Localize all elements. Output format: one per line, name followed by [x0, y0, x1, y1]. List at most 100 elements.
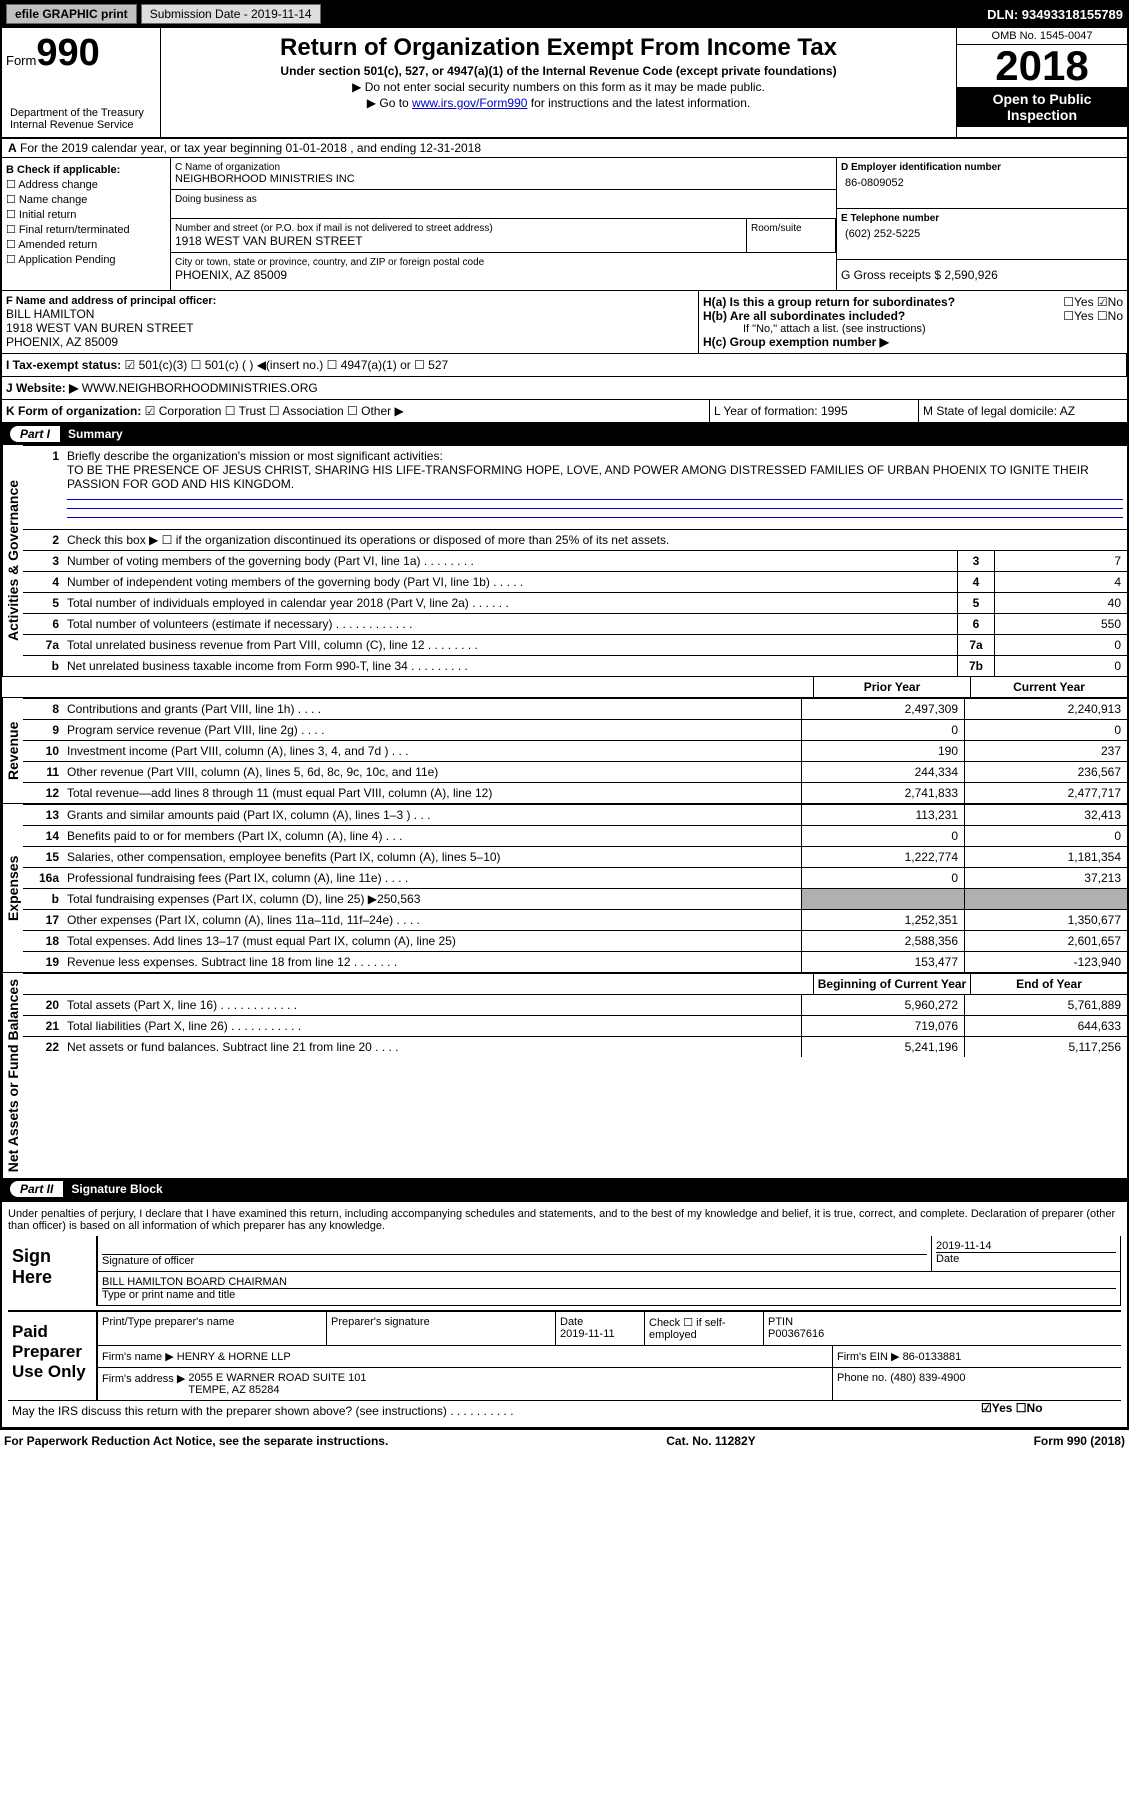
line-11: Other revenue (Part VIII, column (A), li…: [63, 762, 801, 782]
py-15: 1,222,774: [801, 847, 964, 867]
line-8: Contributions and grants (Part VIII, lin…: [63, 699, 801, 719]
py-17: 1,252,351: [801, 910, 964, 930]
row-a: A For the 2019 calendar year, or tax yea…: [2, 139, 1127, 158]
val-5: 40: [994, 593, 1127, 613]
chk-initial[interactable]: ☐ Initial return: [6, 208, 166, 221]
ein: 86-0809052: [841, 173, 1123, 193]
prep-date: 2019-11-11: [560, 1328, 615, 1340]
line-14: Benefits paid to or for members (Part IX…: [63, 826, 801, 846]
cy-21: 644,633: [964, 1016, 1127, 1036]
cy-22: 5,117,256: [964, 1037, 1127, 1057]
line-2: Check this box ▶ ☐ if the organization d…: [63, 530, 1127, 550]
line-22: Net assets or fund balances. Subtract li…: [63, 1037, 801, 1057]
cy-8: 2,240,913: [964, 699, 1127, 719]
vert-net-assets-or-fund-balances: Net Assets or Fund Balances: [2, 973, 23, 1178]
line-18: Total expenses. Add lines 13–17 (must eq…: [63, 931, 801, 951]
year-formation: L Year of formation: 1995: [710, 400, 919, 422]
efile-label[interactable]: efile GRAPHIC print: [6, 4, 137, 24]
line-16a: Professional fundraising fees (Part IX, …: [63, 868, 801, 888]
part-1-header: Part ISummary: [2, 423, 1127, 445]
form-body: Form990 Department of the Treasury Inter…: [0, 28, 1129, 1429]
website-row: J Website: ▶ WWW.NEIGHBORHOODMINISTRIES.…: [2, 377, 1127, 399]
cy-9: 0: [964, 720, 1127, 740]
discuss-answer[interactable]: ☑Yes ☐No: [981, 1401, 1121, 1421]
subtitle-2: ▶ Do not enter social security numbers o…: [167, 80, 950, 94]
py-20: 5,960,272: [801, 995, 964, 1015]
val-7a: 0: [994, 635, 1127, 655]
line-4: Number of independent voting members of …: [63, 572, 957, 592]
py-14: 0: [801, 826, 964, 846]
py-16a: 0: [801, 868, 964, 888]
vert-activities: Activities & Governance: [2, 445, 23, 676]
line-b: Total fundraising expenses (Part IX, col…: [63, 889, 801, 909]
part-2-header: Part IISignature Block: [2, 1178, 1127, 1200]
chk-amended[interactable]: ☐ Amended return: [6, 238, 166, 251]
vert-expenses: Expenses: [2, 804, 23, 972]
self-employed-check[interactable]: Check ☐ if self-employed: [645, 1312, 764, 1345]
cy-14: 0: [964, 826, 1127, 846]
title-box: Return of Organization Exempt From Incom…: [161, 28, 956, 137]
form-number-box: Form990 Department of the Treasury Inter…: [2, 28, 161, 137]
line-b: Net unrelated business taxable income fr…: [63, 656, 957, 676]
perjury-declaration: Under penalties of perjury, I declare th…: [8, 1208, 1121, 1232]
cy-16a: 37,213: [964, 868, 1127, 888]
dept-treasury: Department of the Treasury Internal Reve…: [6, 105, 156, 133]
val-b: 0: [994, 656, 1127, 676]
website-url: WWW.NEIGHBORHOODMINISTRIES.ORG: [82, 381, 318, 395]
val-6: 550: [994, 614, 1127, 634]
val-3: 7: [994, 551, 1127, 571]
cy-18: 2,601,657: [964, 931, 1127, 951]
cy-20: 5,761,889: [964, 995, 1127, 1015]
sig-date: 2019-11-14: [936, 1240, 1116, 1252]
line-12: Total revenue—add lines 8 through 11 (mu…: [63, 783, 801, 803]
cy-17: 1,350,677: [964, 910, 1127, 930]
val-4: 4: [994, 572, 1127, 592]
line-7a: Total unrelated business revenue from Pa…: [63, 635, 957, 655]
chk-name[interactable]: ☐ Name change: [6, 193, 166, 206]
line-17: Other expenses (Part IX, column (A), lin…: [63, 910, 801, 930]
irs-link[interactable]: www.irs.gov/Form990: [412, 96, 527, 110]
line-15: Salaries, other compensation, employee b…: [63, 847, 801, 867]
chk-pending[interactable]: ☐ Application Pending: [6, 253, 166, 266]
section-b-checkboxes: B Check if applicable: ☐ Address change …: [2, 158, 171, 290]
py-12: 2,741,833: [801, 783, 964, 803]
firm-ein: 86-0133881: [903, 1351, 962, 1363]
line-19: Revenue less expenses. Subtract line 18 …: [63, 952, 801, 972]
h-b-answer[interactable]: ☐Yes ☐No: [1063, 309, 1123, 323]
py-18: 2,588,356: [801, 931, 964, 951]
section-h: H(a) Is this a group return for subordin…: [699, 291, 1127, 353]
vert-revenue: Revenue: [2, 698, 23, 803]
street-address: 1918 WEST VAN BUREN STREET: [175, 234, 742, 248]
firm-name: HENRY & HORNE LLP: [177, 1351, 291, 1363]
form-title: Return of Organization Exempt From Incom…: [167, 34, 950, 62]
org-name: NEIGHBORHOOD MINISTRIES INC: [175, 173, 832, 185]
h-a-answer[interactable]: ☐Yes ☑No: [1063, 295, 1123, 309]
submission-date-btn[interactable]: Submission Date - 2019-11-14: [141, 4, 321, 24]
chk-final[interactable]: ☐ Final return/terminated: [6, 223, 166, 236]
chk-address[interactable]: ☐ Address change: [6, 178, 166, 191]
line-3: Number of voting members of the governin…: [63, 551, 957, 571]
py-21: 719,076: [801, 1016, 964, 1036]
phone: (602) 252-5225: [841, 224, 1123, 244]
ein-cell: D Employer identification number86-08090…: [837, 158, 1127, 209]
subtitle-3: ▶ Go to www.irs.gov/Form990 for instruct…: [167, 96, 950, 110]
form-footer: Form 990 (2018): [1034, 1434, 1125, 1448]
gross-receipts: G Gross receipts $ 2,590,926: [837, 260, 1127, 290]
cy-19: -123,940: [964, 952, 1127, 972]
paperwork-notice: For Paperwork Reduction Act Notice, see …: [4, 1434, 388, 1448]
py-13: 113,231: [801, 805, 964, 825]
dln: DLN: 93493318155789: [987, 7, 1123, 22]
sign-here: Sign Here: [8, 1236, 96, 1306]
tax-exempt-status: I Tax-exempt status: ☑ 501(c)(3) ☐ 501(c…: [2, 354, 1127, 376]
cy-13: 32,413: [964, 805, 1127, 825]
cat-no: Cat. No. 11282Y: [666, 1434, 755, 1448]
cy-b: [964, 889, 1127, 909]
col-current-year: Current Year: [970, 677, 1127, 697]
line-13: Grants and similar amounts paid (Part IX…: [63, 805, 801, 825]
b-header: B Check if applicable:: [6, 164, 166, 176]
cy-11: 236,567: [964, 762, 1127, 782]
year-box: OMB No. 1545-0047 2018 Open to Public In…: [956, 28, 1127, 137]
ptin: P00367616: [768, 1328, 824, 1340]
py-8: 2,497,309: [801, 699, 964, 719]
py-22: 5,241,196: [801, 1037, 964, 1057]
